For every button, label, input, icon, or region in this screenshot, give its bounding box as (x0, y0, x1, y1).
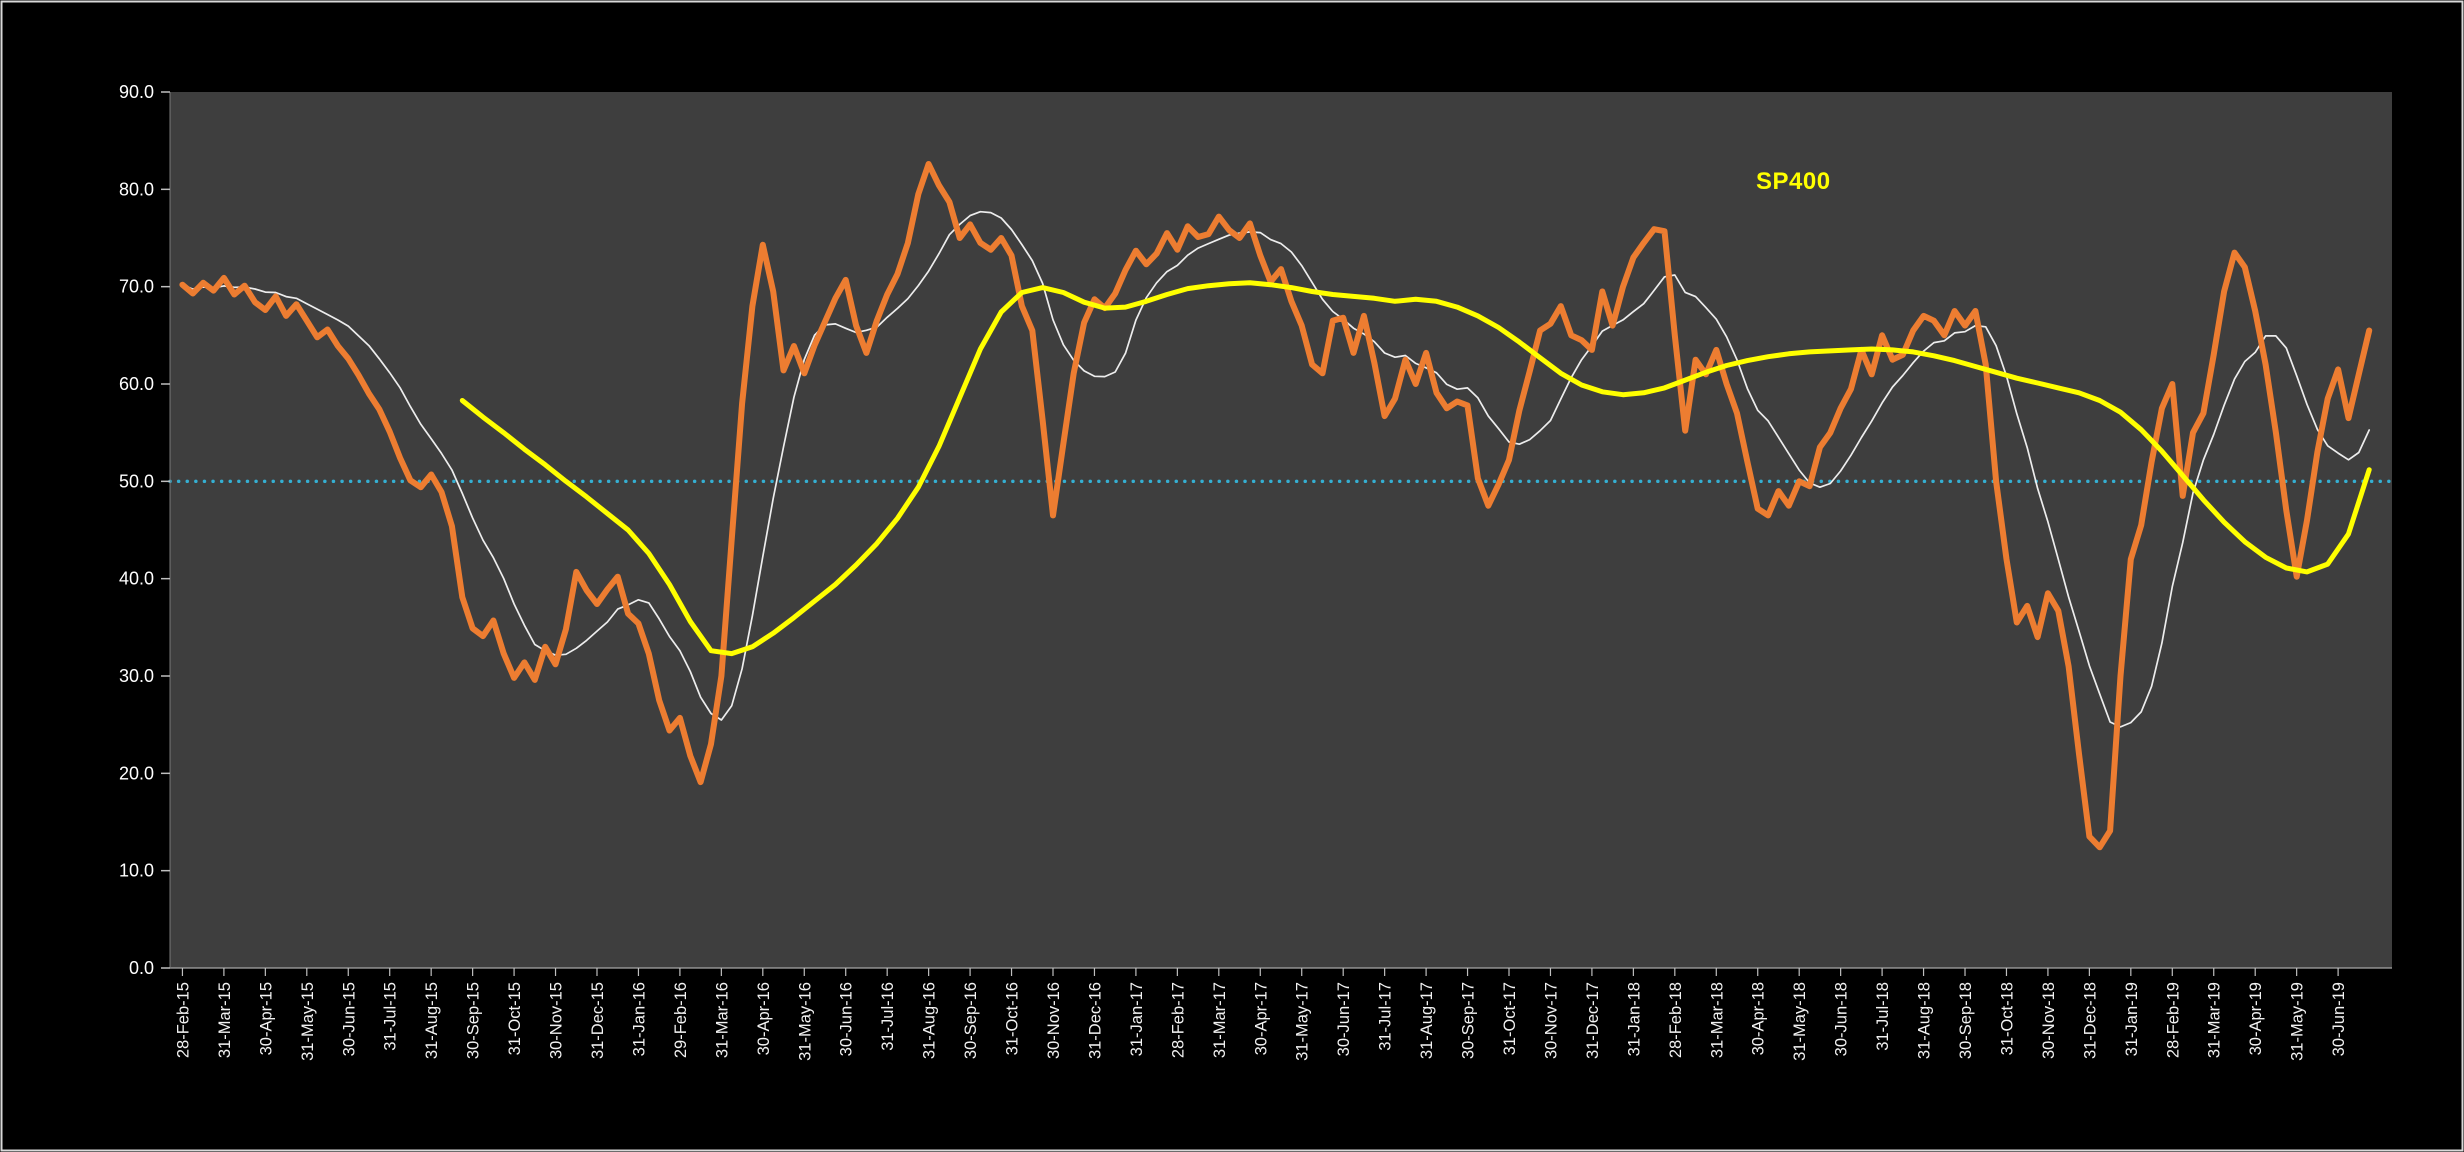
x-axis-label: 28-Feb-19 (2164, 982, 2182, 1058)
x-axis-label: 30-Jun-17 (1335, 982, 1353, 1056)
x-axis-label: 31-Aug-18 (1916, 982, 1934, 1059)
x-axis-label: 28-Feb-18 (1667, 982, 1685, 1058)
x-axis-label: 31-Mar-15 (216, 982, 234, 1058)
y-axis-label: 0.0 (129, 958, 154, 978)
x-axis-label: 30-Nov-15 (548, 982, 566, 1059)
x-axis-label: 31-May-17 (1294, 982, 1312, 1061)
x-axis-label: 31-Mar-19 (2206, 982, 2224, 1058)
x-axis-label: 31-Dec-18 (2081, 982, 2099, 1059)
y-axis-label: 30.0 (119, 666, 154, 686)
x-axis-label: 30-Jun-19 (2330, 982, 2348, 1056)
x-axis-label: 30-Sep-17 (1460, 982, 1478, 1059)
x-axis-label: 30-Apr-15 (257, 982, 275, 1055)
x-axis-label: 31-Jul-15 (382, 982, 400, 1051)
x-axis-label: 31-Dec-17 (1584, 982, 1602, 1059)
x-axis-label: 28-Feb-15 (174, 982, 192, 1058)
x-axis-label: 31-Jan-16 (630, 982, 648, 1056)
x-axis-label: 31-Dec-15 (589, 982, 607, 1059)
x-axis-label: 31-May-18 (1791, 982, 1809, 1061)
x-axis-label: 31-Jul-16 (879, 982, 897, 1051)
y-axis-label: 10.0 (119, 861, 154, 881)
x-axis-label: 29-Feb-16 (672, 982, 690, 1058)
x-axis-label: 30-Jun-18 (1833, 982, 1851, 1056)
x-axis-label: 31-Mar-16 (713, 982, 731, 1058)
series-yellow-sp400 (459, 280, 2372, 657)
x-axis-label: 30-Apr-19 (2247, 982, 2265, 1055)
x-axis-label: 30-Apr-18 (1750, 982, 1768, 1055)
x-axis-label: 30-Jun-15 (340, 982, 358, 1056)
x-axis-label: 31-May-16 (796, 982, 814, 1061)
x-axis-label: 30-Sep-16 (962, 982, 980, 1059)
x-axis-label: 30-Jun-16 (838, 982, 856, 1056)
x-axis-label: 31-Oct-16 (1004, 982, 1022, 1055)
x-axis-label: 31-Jan-19 (2123, 982, 2141, 1056)
y-axis-label: 70.0 (119, 277, 154, 297)
y-axis-label: 40.0 (119, 569, 154, 589)
plot-area (170, 92, 2392, 968)
x-axis-label: 31-Mar-18 (1708, 982, 1726, 1058)
x-axis-label: 30-Nov-18 (2040, 982, 2058, 1059)
x-axis-label: 31-Aug-16 (921, 982, 939, 1059)
series-orange-oscillator (179, 161, 2373, 851)
x-axis-label: 30-Nov-17 (1542, 982, 1560, 1059)
x-axis-label: 30-Sep-18 (1957, 982, 1975, 1059)
x-axis-label: 31-May-19 (2289, 982, 2307, 1061)
x-axis-label: 28-Feb-17 (1169, 982, 1187, 1058)
x-axis-label: 31-Oct-18 (1998, 982, 2016, 1055)
x-axis-label: 31-Jul-17 (1377, 982, 1395, 1051)
x-axis-label: 31-Jan-17 (1128, 982, 1146, 1056)
x-axis-label: 31-Oct-17 (1501, 982, 1519, 1055)
y-axis-label: 60.0 (119, 374, 154, 394)
x-axis-label: 30-Apr-17 (1252, 982, 1270, 1055)
x-axis-label: 31-Jul-18 (1874, 982, 1892, 1051)
y-axis-label: 20.0 (119, 763, 154, 783)
x-axis-label: 31-Dec-16 (1086, 982, 1104, 1059)
x-axis-label: 30-Sep-15 (465, 982, 483, 1059)
x-axis-label: 31-Oct-15 (506, 982, 524, 1055)
x-axis-label: 31-Jan-18 (1625, 982, 1643, 1056)
x-axis-label: 30-Apr-16 (755, 982, 773, 1055)
y-axis-label: 50.0 (119, 471, 154, 491)
x-axis-label: 31-Aug-17 (1418, 982, 1436, 1059)
y-axis-label: 90.0 (119, 82, 154, 102)
x-axis-label: 31-Aug-15 (423, 982, 441, 1059)
x-axis-label: 30-Nov-16 (1045, 982, 1063, 1059)
y-axis-label: 80.0 (119, 179, 154, 199)
legend-sp400-label: SP400 (1756, 168, 1831, 195)
x-axis-label: 31-May-15 (299, 982, 317, 1061)
x-axis-label: 31-Mar-17 (1211, 982, 1229, 1058)
